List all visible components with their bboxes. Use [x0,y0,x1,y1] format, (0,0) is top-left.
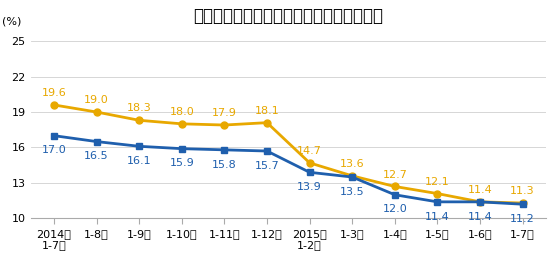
Text: 12.7: 12.7 [382,170,407,179]
Text: (%): (%) [2,16,22,26]
Text: 14.7: 14.7 [297,146,322,156]
民间固定资产投资 [51,103,58,107]
民间固定资产投资 [392,185,398,188]
民间固定资产投资 [306,161,313,165]
Line: 全国固定资产投资: 全国固定资产投资 [50,132,526,208]
Text: 15.9: 15.9 [169,158,194,168]
Text: 12.1: 12.1 [425,177,450,187]
全国固定资产投资 [434,200,441,204]
Line: 民间固定资产投资: 民间固定资产投资 [50,101,526,207]
全国固定资产投资 [519,202,526,206]
Text: 19.0: 19.0 [84,95,109,105]
全国固定资产投资 [179,147,185,150]
民间固定资产投资 [179,122,185,125]
Text: 11.2: 11.2 [510,214,535,224]
Text: 13.5: 13.5 [340,187,364,197]
Text: 11.4: 11.4 [425,212,450,221]
全国固定资产投资 [221,148,228,151]
Text: 15.8: 15.8 [212,160,237,170]
全国固定资产投资 [51,134,58,137]
Text: 17.0: 17.0 [41,145,66,155]
Text: 17.9: 17.9 [212,108,237,118]
全国固定资产投资 [477,200,483,204]
全国固定资产投资 [264,149,270,153]
民间固定资产投资 [434,192,441,195]
民间固定资产投资 [221,123,228,127]
Text: 18.0: 18.0 [169,107,194,117]
民间固定资产投资 [264,121,270,124]
全国固定资产投资 [349,175,356,179]
Text: 13.6: 13.6 [340,159,364,169]
Text: 18.1: 18.1 [254,106,279,116]
民间固定资产投资 [136,119,143,122]
Title: 民间固定资产投资和全国固定资产投资增速: 民间固定资产投资和全国固定资产投资增速 [194,7,383,25]
Text: 16.1: 16.1 [127,156,152,166]
Text: 19.6: 19.6 [41,88,66,98]
民间固定资产投资 [349,174,356,178]
Text: 13.9: 13.9 [297,182,322,192]
Text: 16.5: 16.5 [84,151,109,161]
民间固定资产投资 [519,201,526,205]
全国固定资产投资 [306,171,313,174]
Text: 12.0: 12.0 [383,204,407,214]
Text: 11.4: 11.4 [468,185,492,195]
Text: 11.3: 11.3 [510,186,535,196]
Text: 15.7: 15.7 [254,161,279,171]
Text: 11.4: 11.4 [468,212,492,221]
全国固定资产投资 [136,144,143,148]
全国固定资产投资 [93,140,100,143]
Text: 18.3: 18.3 [127,103,152,113]
民间固定资产投资 [93,110,100,114]
民间固定资产投资 [477,200,483,204]
全国固定资产投资 [392,193,398,197]
